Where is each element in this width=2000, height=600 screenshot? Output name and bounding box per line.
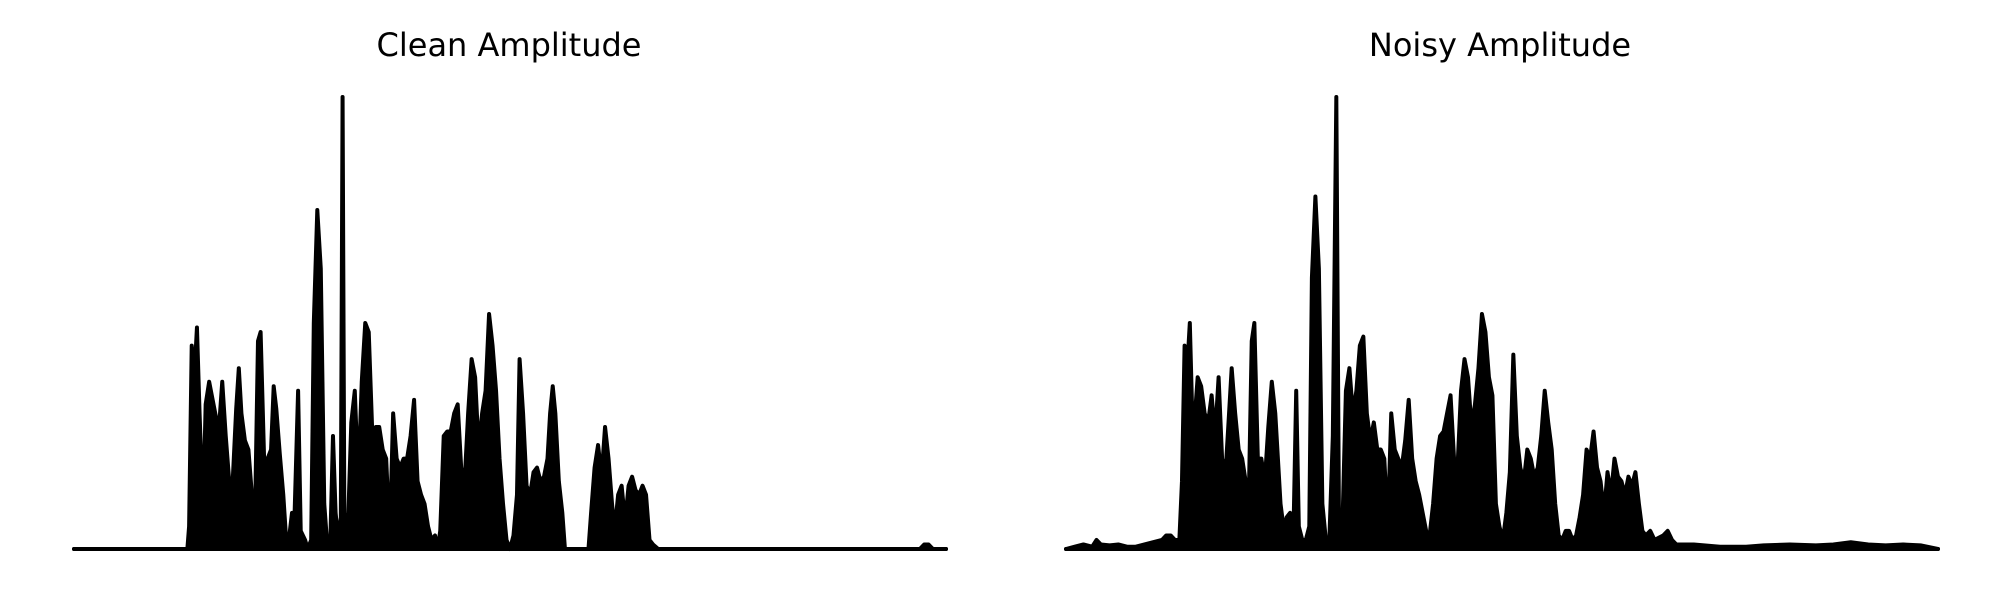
panel-clean: Clean Amplitude xyxy=(72,26,948,551)
panel-title-clean: Clean Amplitude xyxy=(377,26,642,64)
panel-title-noisy: Noisy Amplitude xyxy=(1369,26,1631,64)
amplitude-area-noisy xyxy=(1064,95,1940,551)
panel-noisy: Noisy Amplitude xyxy=(1064,26,1940,551)
amplitude-area-clean xyxy=(72,95,948,551)
chart-area-clean xyxy=(72,95,948,551)
chart-area-noisy xyxy=(1064,95,1940,551)
